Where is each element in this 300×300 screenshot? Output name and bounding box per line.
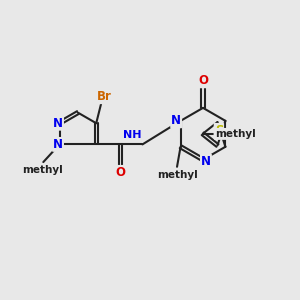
Text: O: O — [116, 166, 125, 179]
Text: NH: NH — [123, 130, 141, 140]
Text: N: N — [171, 114, 181, 127]
Text: methyl: methyl — [157, 170, 197, 180]
Text: O: O — [198, 74, 208, 87]
Text: N: N — [53, 138, 63, 151]
Text: methyl: methyl — [215, 129, 256, 139]
Text: N: N — [201, 155, 211, 168]
Text: N: N — [53, 117, 63, 130]
Text: methyl: methyl — [22, 165, 63, 175]
Text: methyl: methyl — [22, 165, 63, 175]
Text: methyl: methyl — [215, 129, 256, 139]
Text: Br: Br — [96, 90, 111, 103]
Text: methyl: methyl — [157, 170, 197, 180]
Text: S: S — [215, 124, 223, 137]
